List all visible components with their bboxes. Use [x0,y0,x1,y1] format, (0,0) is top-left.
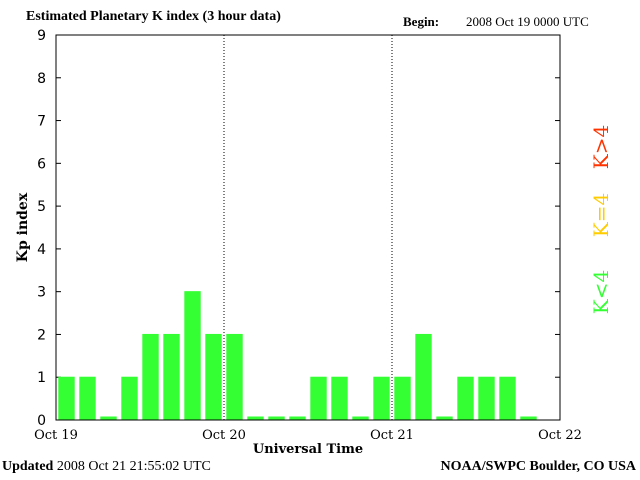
kp-bar [457,376,474,420]
y-tick-label: 1 [37,370,46,386]
x-axis-title: Universal Time [253,442,363,457]
kp-bar [79,376,96,420]
y-tick-label: 9 [37,28,46,44]
kp-bar [205,333,222,420]
y-tick-label: 8 [37,71,46,87]
begin-value: 2008 Oct 19 0000 UTC [466,14,589,29]
kp-bar [331,376,348,420]
kp-bar [394,376,411,420]
x-tick-label: Oct 20 [202,428,246,443]
x-tick-label: Oct 22 [538,428,582,443]
kp-bar [247,416,264,420]
kp-bar [142,333,159,420]
y-tick-label: 3 [37,285,46,301]
kp-bar [499,376,516,420]
data-source: NOAA/SWPC Boulder, CO USA [440,459,636,474]
x-tick-label: Oct 21 [370,428,414,443]
plot-frame [55,34,561,421]
kp-bar [310,376,327,420]
kp-bar [289,416,306,420]
kp-bar [100,416,117,420]
y-axis-title: Kp index [15,192,31,262]
y-tick-label: 6 [37,156,46,172]
kp-bar [352,416,369,420]
y-tick-label: 4 [37,242,46,258]
y-tick-label: 5 [37,199,46,215]
begin-label: Begin: [403,14,440,29]
kp-bar [415,333,432,420]
legend-item: K<4 [589,270,613,314]
updated-label: Updated [2,459,54,474]
chart-title: Estimated Planetary K index (3 hour data… [26,9,281,24]
updated-timestamp: Updated 2008 Oct 21 21:55:02 UTC [2,459,211,475]
y-tick-label: 7 [37,114,46,130]
kp-bar [58,376,75,420]
kp-bar [373,376,390,420]
kp-bar [478,376,495,420]
y-tick-label: 0 [37,413,46,429]
kp-bar [226,333,243,420]
y-tick-label: 2 [37,327,46,343]
kp-bar [184,291,201,420]
kp-bar [436,416,453,420]
legend-item: K=4 [589,193,613,237]
kp-bar [163,333,180,420]
x-tick-label: Oct 19 [34,428,78,443]
kp-bar [121,376,138,420]
legend-item: K>4 [589,125,613,169]
updated-value: 2008 Oct 21 21:55:02 UTC [56,459,211,474]
kp-bar [520,416,537,420]
kp-bar [268,416,285,420]
